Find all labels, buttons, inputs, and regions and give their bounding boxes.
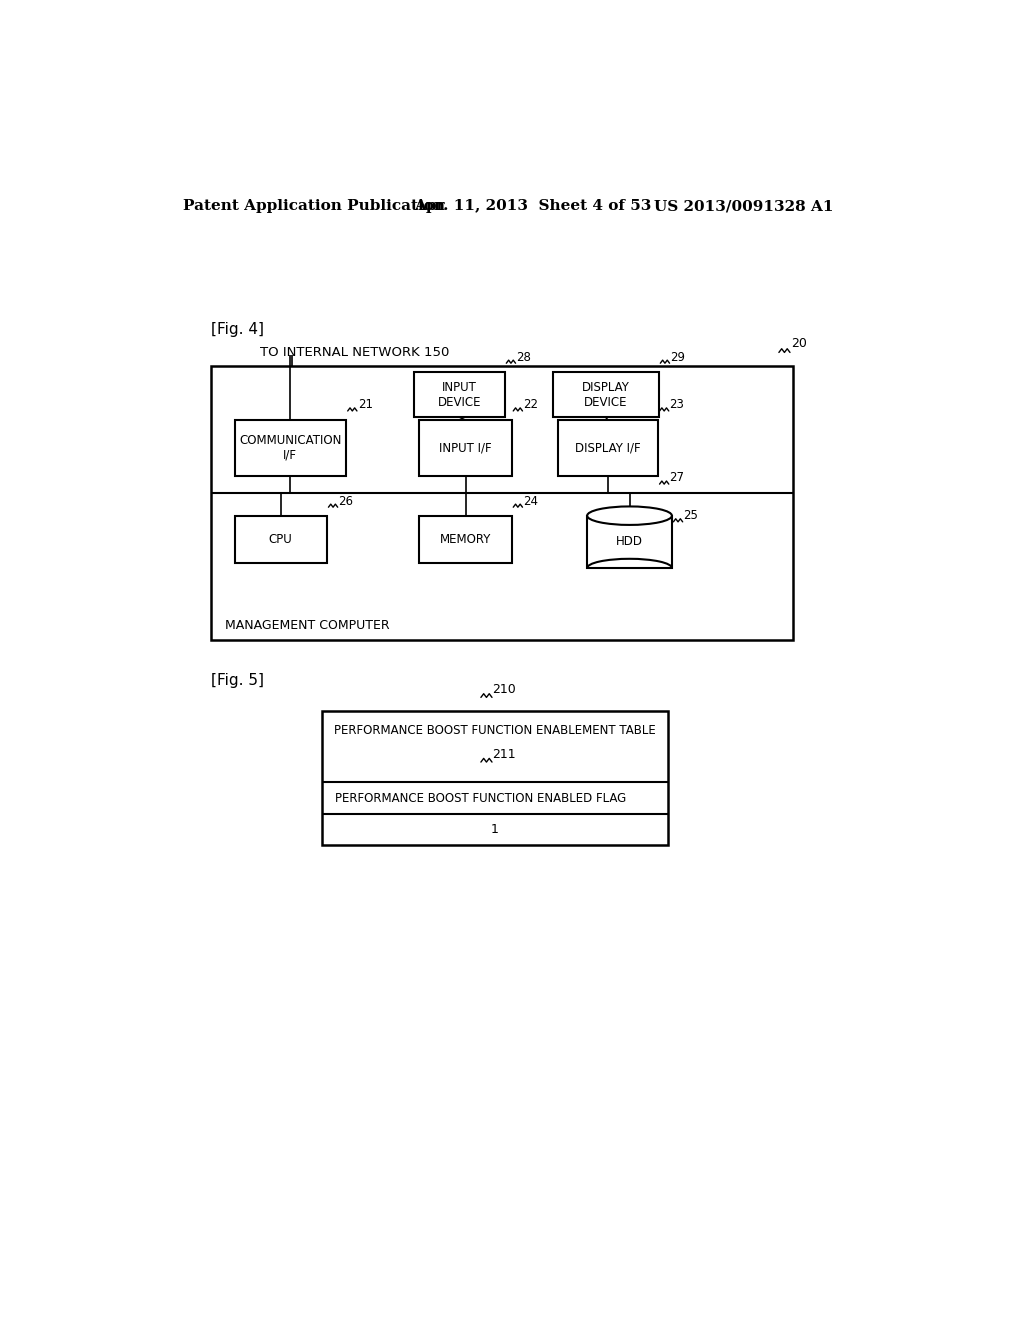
Text: MANAGEMENT COMPUTER: MANAGEMENT COMPUTER: [225, 619, 390, 632]
Text: US 2013/0091328 A1: US 2013/0091328 A1: [654, 199, 834, 213]
Text: DISPLAY I/F: DISPLAY I/F: [575, 441, 641, 454]
Text: MEMORY: MEMORY: [440, 533, 492, 546]
Bar: [322, 711, 668, 845]
Text: 210: 210: [493, 684, 516, 696]
Bar: [419, 420, 512, 475]
Bar: [558, 420, 658, 475]
Text: [Fig. 4]: [Fig. 4]: [211, 322, 264, 337]
Bar: [211, 367, 793, 640]
Text: Patent Application Publication: Patent Application Publication: [183, 199, 444, 213]
Text: INPUT I/F: INPUT I/F: [439, 441, 492, 454]
Text: 23: 23: [670, 399, 684, 412]
Text: TO INTERNAL NETWORK 150: TO INTERNAL NETWORK 150: [260, 346, 450, 359]
Bar: [414, 372, 505, 417]
Text: PERFORMANCE BOOST FUNCTION ENABLEMENT TABLE: PERFORMANCE BOOST FUNCTION ENABLEMENT TA…: [334, 723, 655, 737]
Text: [Fig. 5]: [Fig. 5]: [211, 673, 264, 688]
Ellipse shape: [587, 507, 672, 525]
Text: 1: 1: [490, 824, 499, 837]
Text: 26: 26: [339, 495, 353, 508]
Text: DISPLAY
DEVICE: DISPLAY DEVICE: [582, 380, 630, 409]
Text: COMMUNICATION
I/F: COMMUNICATION I/F: [240, 434, 342, 462]
Bar: [234, 516, 327, 562]
Text: 20: 20: [792, 337, 807, 350]
Bar: [553, 372, 658, 417]
Text: CPU: CPU: [269, 533, 293, 546]
Text: INPUT
DEVICE: INPUT DEVICE: [437, 380, 481, 409]
Text: 25: 25: [683, 510, 698, 523]
Text: 211: 211: [493, 748, 516, 760]
Text: 29: 29: [671, 351, 685, 363]
Text: 28: 28: [516, 351, 531, 363]
Text: 21: 21: [357, 399, 373, 412]
Bar: [234, 420, 346, 475]
Text: 27: 27: [670, 471, 685, 484]
Bar: [587, 516, 672, 568]
Bar: [419, 516, 512, 562]
Text: HDD: HDD: [616, 536, 643, 548]
Text: Apr. 11, 2013  Sheet 4 of 53: Apr. 11, 2013 Sheet 4 of 53: [414, 199, 651, 213]
Text: PERFORMANCE BOOST FUNCTION ENABLED FLAG: PERFORMANCE BOOST FUNCTION ENABLED FLAG: [336, 792, 627, 805]
Text: 24: 24: [523, 495, 539, 508]
Text: 22: 22: [523, 399, 539, 412]
